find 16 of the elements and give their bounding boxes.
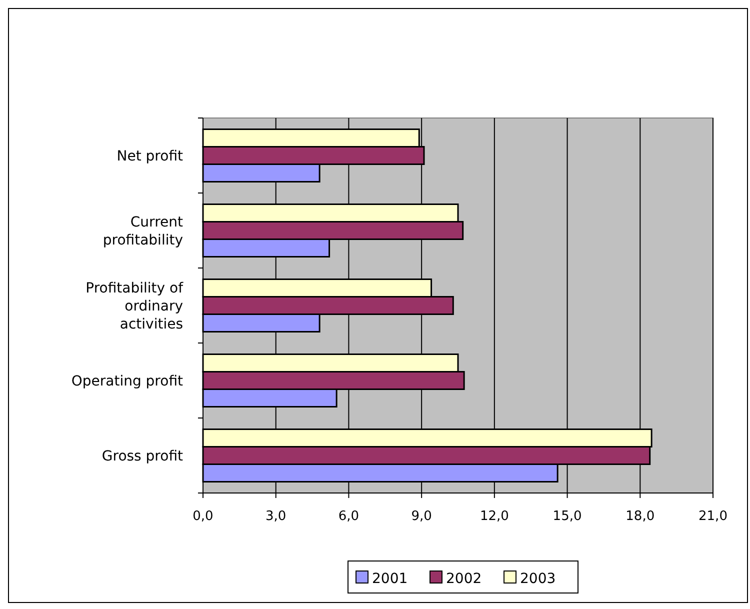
x-tick-label: 15,0	[552, 509, 582, 524]
legend-label: 2003	[520, 571, 556, 587]
y-tick-label: Gross profit	[102, 448, 184, 464]
x-tick-label: 18,0	[626, 509, 655, 524]
x-tick-label: 6,0	[338, 509, 360, 524]
x-tick-label: 9,0	[411, 509, 432, 524]
y-tick-label: Operating profit	[71, 374, 184, 390]
y-tick-label: Profitability of ordinary activities	[86, 280, 184, 332]
legend-label: 2001	[372, 571, 408, 587]
x-tick-label: 12,0	[480, 509, 509, 524]
legend-label: 2002	[446, 571, 482, 587]
x-tick-label: 21,0	[698, 509, 728, 524]
x-tick-label: 3,0	[266, 509, 286, 524]
y-tick-label: Current profitability	[102, 214, 184, 248]
x-tick-label: 0,0	[192, 509, 214, 524]
y-tick-label: Net profit	[116, 148, 184, 164]
